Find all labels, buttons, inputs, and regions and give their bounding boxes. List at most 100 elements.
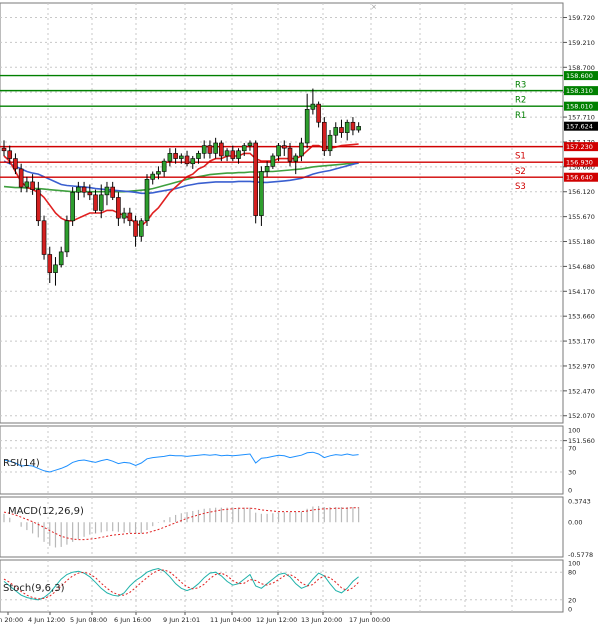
current-price-label: 157.624 — [566, 123, 593, 131]
y-tick-label: 156.660 — [568, 163, 595, 171]
candle-bull — [333, 127, 339, 136]
candle-bull — [259, 171, 264, 216]
candle-bull — [190, 158, 196, 165]
candle-bull — [241, 145, 247, 152]
level-name-s2: S2 — [515, 167, 526, 177]
y-tick-label: 155.670 — [568, 213, 595, 221]
candle-bull — [179, 155, 184, 159]
candle-bull — [64, 220, 70, 253]
candle-bear — [287, 147, 293, 162]
candle-bear — [47, 254, 53, 273]
rsi-panel-frame — [0, 425, 564, 495]
y-tick-label: 151.560 — [568, 437, 595, 445]
candle-bear — [7, 150, 13, 159]
candle-bull — [138, 220, 144, 237]
candle-bull — [58, 251, 64, 266]
stoch-tick-label: 20 — [568, 596, 576, 604]
candle-bear — [350, 121, 356, 131]
macd-signal-line — [3, 507, 359, 541]
candle-bear — [110, 186, 115, 198]
rsi-tick-label: 0 — [568, 487, 572, 495]
candle-bear — [1, 147, 7, 152]
stoch-title: Stoch(9,6,3) — [3, 583, 65, 594]
panel-marker: × — [371, 3, 377, 11]
candle-bear — [322, 121, 327, 152]
candle-bull — [104, 186, 110, 196]
x-tick-label: 12 Jun 12:00 — [256, 616, 297, 624]
y-tick-label: 152.470 — [568, 387, 595, 395]
candle-bull — [264, 166, 270, 172]
candle-bear — [281, 145, 287, 149]
candle-bull — [53, 264, 58, 273]
candle-bear — [230, 150, 236, 159]
candle-bear — [36, 189, 41, 222]
candle-bull — [310, 103, 316, 110]
ma-blue-line — [3, 160, 359, 195]
candle-bear — [219, 142, 224, 157]
candle-bear — [127, 212, 133, 222]
candle-bull — [161, 160, 167, 172]
rsi-tick-label: 70 — [568, 445, 576, 453]
candle-bull — [167, 153, 173, 162]
stoch-d-line — [3, 569, 359, 600]
candle-bull — [299, 142, 304, 157]
level-name-s3: S3 — [515, 182, 526, 192]
candle-bull — [247, 142, 253, 146]
y-tick-label: 159.720 — [568, 14, 595, 22]
main-panel-frame — [0, 2, 564, 424]
candle-bull — [201, 145, 207, 154]
stoch-k-line — [3, 567, 359, 601]
y-tick-label: 153.170 — [568, 338, 595, 346]
candle-bull — [356, 126, 361, 131]
candle-bull — [213, 142, 218, 154]
candle-bear — [184, 155, 190, 165]
candle-bull — [224, 150, 230, 157]
y-tick-label: 156.120 — [568, 188, 595, 196]
candle-bear — [18, 168, 24, 188]
y-tick-label: 153.660 — [568, 313, 595, 321]
candle-bull — [76, 186, 81, 193]
candle-bear — [133, 220, 138, 237]
candle-bear — [116, 197, 121, 219]
candle-bear — [93, 194, 98, 211]
level-tag-s3 — [564, 172, 598, 182]
candle-bull — [156, 171, 161, 175]
candle-bull — [144, 178, 150, 222]
rsi-title: RSI(14) — [3, 458, 40, 469]
y-tick-label: 157.710 — [568, 114, 595, 122]
stoch-tick-label: 100 — [568, 560, 580, 568]
level-name-s1: S1 — [515, 152, 526, 162]
candle-bear — [81, 186, 87, 193]
level-tag-label-r2: 158.310 — [566, 87, 593, 95]
stoch-tick-label: 0 — [568, 606, 572, 614]
candle-bear — [173, 153, 178, 159]
macd-title: MACD(12,26,9) — [8, 506, 84, 517]
candle-bull — [150, 173, 156, 180]
level-tag-label-r3: 158.600 — [566, 72, 593, 80]
candle-bear — [253, 142, 258, 216]
x-tick-label: 11 Jun 04:00 — [210, 616, 251, 624]
level-tag-label-r1: 158.010 — [566, 103, 593, 111]
level-tag-label-s2: 156.930 — [566, 159, 593, 167]
candle-bull — [293, 155, 299, 162]
candle-bear — [87, 191, 93, 196]
stoch-tick-label: 80 — [568, 569, 576, 577]
y-tick-label: 154.170 — [568, 288, 595, 296]
y-tick-label: 159.210 — [568, 39, 595, 47]
candle-bull — [344, 121, 350, 133]
x-tick-label: 4 Jun 12:00 — [28, 616, 65, 624]
ma-red-line — [3, 143, 359, 227]
candle-bear — [13, 158, 18, 170]
candle-bear — [41, 220, 47, 255]
macd-panel-frame — [0, 496, 564, 558]
macd-tick-label: 0.00 — [568, 519, 582, 527]
candle-bear — [339, 127, 344, 133]
x-tick-label: 6 Jun 16:00 — [114, 616, 151, 624]
y-tick-label: 152.970 — [568, 362, 595, 370]
level-tag-r2 — [564, 86, 598, 96]
level-tag-label-s3: 156.640 — [566, 174, 593, 182]
level-name-r3: R3 — [515, 81, 526, 91]
level-tag-s1 — [564, 142, 598, 152]
